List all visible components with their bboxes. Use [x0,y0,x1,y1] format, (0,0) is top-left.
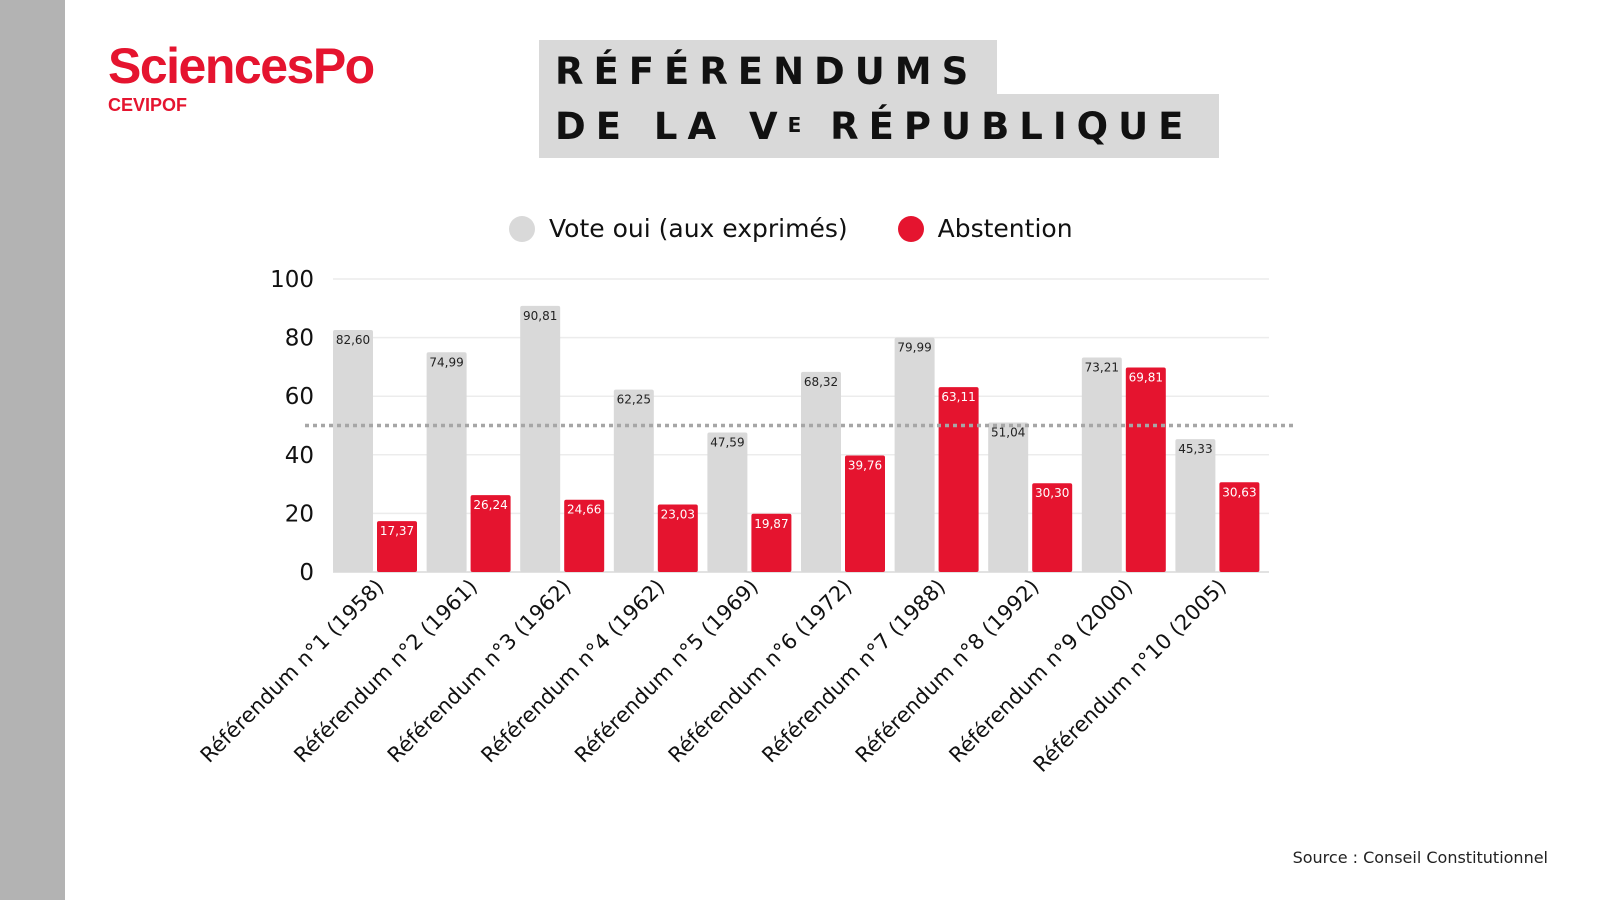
source-note: Source : Conseil Constitutionnel [1292,848,1548,867]
data-label-abstention: 23,03 [661,508,695,522]
chart-title-line2: DE LA VE RÉPUBLIQUE [555,107,1193,147]
logo-sub-text: CEVIPOF [108,95,188,115]
legend-label-abstention: Abstention [937,214,1073,243]
data-label-vote-oui: 82,60 [336,333,370,347]
x-tick-label: Référendum n°8 (1992) [851,575,1044,768]
title-background-top [539,40,997,100]
data-label-vote-oui: 79,99 [897,341,931,355]
legend-dot-abstention-icon [897,215,924,242]
bar-vote-oui [894,337,935,572]
y-tick-label: 0 [299,560,314,586]
data-label-vote-oui: 68,32 [804,375,838,389]
logo-main-text: SciencesPo [108,38,375,94]
legend-label-vote-oui: Vote oui (aux exprimés) [549,214,848,243]
y-tick-label: 20 [285,501,314,527]
bar-abstention [1125,367,1166,572]
data-label-abstention: 63,11 [941,390,975,404]
legend-item-vote-oui: Vote oui (aux exprimés) [509,214,848,243]
data-label-vote-oui: 90,81 [523,309,557,323]
y-tick-label: 100 [270,267,314,293]
data-label-abstention: 39,76 [848,459,882,473]
title-background-bottom [539,94,1219,158]
bar-vote-oui [1175,439,1216,572]
x-tick-label: Référendum n°4 (1962) [476,575,669,768]
x-tick-label: Référendum n°2 (1961) [289,575,482,768]
x-tick-label: Référendum n°9 (2000) [944,575,1137,768]
data-label-abstention: 30,63 [1222,485,1256,499]
bar-abstention [377,521,417,572]
data-label-vote-oui: 47,59 [710,436,744,450]
y-tick-label: 60 [285,384,314,410]
bar-vote-oui [613,389,654,572]
bar-abstention [845,455,885,572]
bar-abstention [564,499,605,572]
data-label-vote-oui: 62,25 [617,393,651,407]
title-part-pre: DE LA V [555,105,788,148]
chart-title-line1: RÉFÉRENDUMS [555,50,979,93]
x-tick-label: Référendum n°7 (1988) [757,575,950,768]
x-tick-label: Référendum n°5 (1969) [570,575,763,768]
data-label-vote-oui: 73,21 [1085,360,1119,374]
x-tick-label: Référendum n°6 (1972) [664,575,857,768]
title-superscript: E [787,113,808,137]
bar-vote-oui [1081,357,1122,572]
bar-abstention [1032,483,1073,572]
bar-vote-oui [707,432,748,572]
chart-legend: Vote oui (aux exprimés) Abstention [509,214,1123,243]
bar-abstention [657,504,698,572]
bar-abstention [751,513,792,572]
x-tick-label: Référendum n°3 (1962) [383,575,576,768]
side-band [0,0,65,900]
title-part-post: RÉPUBLIQUE [807,105,1194,148]
bar-vote-oui [520,305,561,572]
bar-vote-oui [801,371,841,572]
bar-vote-oui [426,352,467,572]
x-tick-label: Référendum n°1 (1958) [196,575,389,768]
data-label-vote-oui: 45,33 [1178,442,1212,456]
legend-dot-vote-oui-icon [509,215,535,242]
y-tick-label: 40 [285,443,314,469]
bar-abstention [1219,482,1260,572]
y-tick-label: 80 [285,326,314,352]
data-label-abstention: 19,87 [754,517,788,531]
bar-abstention [938,387,979,572]
bar-vote-oui [333,329,373,572]
data-label-vote-oui: 74,99 [429,355,463,369]
data-label-vote-oui: 51,04 [991,425,1025,439]
data-label-abstention: 30,30 [1035,486,1069,500]
data-label-abstention: 17,37 [380,524,414,538]
bar-abstention [470,495,511,572]
data-label-abstention: 26,24 [473,498,507,512]
legend-item-abstention: Abstention [897,214,1073,243]
bar-vote-oui [988,422,1029,572]
data-label-abstention: 24,66 [567,503,601,517]
sciencespo-logo: SciencesPo CEVIPOF [108,38,375,116]
data-label-abstention: 69,81 [1129,370,1163,384]
x-tick-label: Référendum n°10 (2005) [1029,575,1231,777]
